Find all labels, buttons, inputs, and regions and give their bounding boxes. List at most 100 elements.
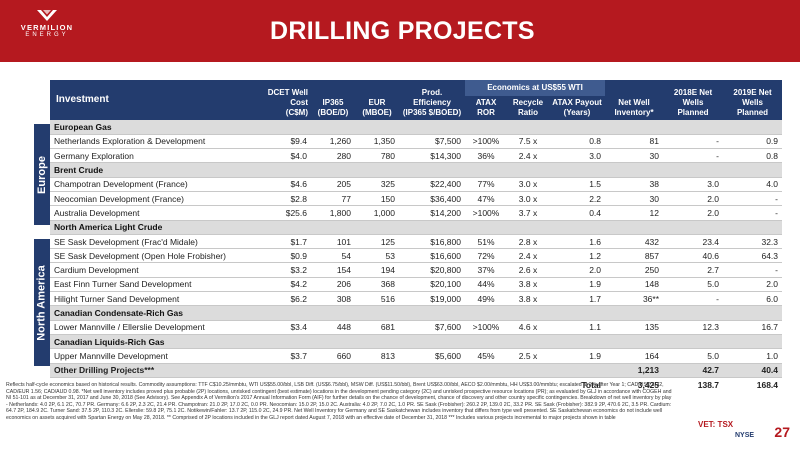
table-cell: 37% (465, 262, 507, 278)
table-cell: 150 (355, 191, 399, 207)
project-name: Other Drilling Projects*** (50, 363, 263, 378)
table-cell: $1.7 (263, 234, 311, 250)
table-cell: 2.8 x (507, 234, 549, 250)
table-cell: 2.4 x (507, 148, 549, 164)
table-cell: 3.0 (549, 148, 606, 164)
table-cell: 857 (605, 248, 664, 264)
table-cell: 5.0 (663, 277, 724, 293)
table-cell: $2.8 (263, 191, 311, 207)
table-cell: $25.6 (263, 205, 311, 221)
table-cell: $14,200 (399, 205, 465, 221)
table-cell: 36% (465, 148, 507, 164)
table-row: Cardium Development $3.2 154 194 $20,800 37% 2… (50, 262, 783, 278)
table-cell (263, 363, 311, 378)
category-row: European Gas (50, 120, 783, 135)
table-cell: - (723, 205, 783, 221)
table-cell: $22,400 (399, 177, 465, 192)
table-cell: $16,800 (399, 234, 465, 250)
category-label: North America Light Crude (50, 220, 783, 235)
table-cell: 0.9 (723, 134, 783, 150)
header-atax-payout: ATAX Payout (Years) (549, 96, 606, 120)
region-europe-text: Europe (36, 155, 48, 194)
project-name: Australia Development (50, 205, 263, 221)
table-cell: 12.3 (663, 320, 724, 335)
table-cell: 42.7 (663, 363, 724, 378)
logo-sub: ENERGY (25, 32, 69, 38)
header-atax-ror: ATAX ROR (465, 96, 507, 120)
header-ip365: IP365 (BOE/D) (311, 80, 355, 120)
table-cell (399, 363, 465, 378)
drilling-projects-table-wrap: Investment DCET Well Cost (C$M) IP365 (B… (50, 80, 783, 393)
table-cell: 1.1 (549, 320, 606, 335)
table-cell: $3.2 (263, 262, 311, 278)
table-cell: 1.2 (549, 248, 606, 264)
table-cell: 1.0 (723, 348, 783, 364)
other-projects-row: Other Drilling Projects*** 1,213 42.7 40.4 (50, 363, 783, 378)
table-cell: $20,800 (399, 262, 465, 278)
project-name: Cardium Development (50, 262, 263, 278)
table-cell: 2.6 x (507, 262, 549, 278)
table-cell: $3.4 (263, 320, 311, 335)
table-row: Upper Mannville Development $3.7 660 813 $5,… (50, 348, 783, 364)
drilling-projects-table: Investment DCET Well Cost (C$M) IP365 (B… (50, 80, 783, 393)
table-row: Champotran Development (France) $4.6 205 32… (50, 177, 783, 192)
table-cell: 0.8 (549, 134, 606, 150)
table-row: East Finn Turner Sand Development $4.2 206… (50, 277, 783, 293)
table-cell: 30 (605, 148, 664, 164)
tsx-ticker: VET: TSX (698, 420, 734, 429)
table-cell: 23.4 (663, 234, 724, 250)
table-cell: 2.0 (549, 262, 606, 278)
table-cell: $36,400 (399, 191, 465, 207)
table-cell: 1.5 (549, 177, 606, 192)
header-net-well-inventory: Net Well Inventory* (605, 80, 664, 120)
table-cell: 0.4 (549, 205, 606, 221)
project-name: SE Sask Development (Frac'd Midale) (50, 234, 263, 250)
table-cell (507, 363, 549, 378)
table-cell: 0.8 (723, 148, 783, 164)
table-cell: 448 (311, 320, 355, 335)
table-cell: 3.0 (663, 177, 724, 192)
table-cell: $4.6 (263, 177, 311, 192)
table-cell: 5.0 (663, 348, 724, 364)
table-cell: 1,800 (311, 205, 355, 221)
table-cell: $4.0 (263, 148, 311, 164)
table-cell: 54 (311, 248, 355, 264)
table-cell: 1.9 (549, 348, 606, 364)
table-cell: $14,300 (399, 148, 465, 164)
table-cell: $16,600 (399, 248, 465, 264)
table-row: Netherlands Exploration & Development $9.… (50, 134, 783, 150)
table-cell: 72% (465, 248, 507, 264)
table-cell: 3.8 x (507, 291, 549, 307)
table-row: Hilight Turner Sand Development $6.2 308 51… (50, 291, 783, 307)
table-cell: 432 (605, 234, 664, 250)
table-cell: 51% (465, 234, 507, 250)
table-cell: 45% (465, 348, 507, 364)
table-cell: 12 (605, 205, 664, 221)
project-name: Champotran Development (France) (50, 177, 263, 192)
table-cell: 780 (355, 148, 399, 164)
project-name: Hilight Turner Sand Development (50, 291, 263, 307)
category-row: Canadian Condensate-Rich Gas (50, 305, 783, 321)
table-cell: 1,000 (355, 205, 399, 221)
table-cell: 6.0 (723, 291, 783, 307)
table-cell (311, 363, 355, 378)
table-cell: >100% (465, 320, 507, 335)
table-cell: 2.0 (663, 191, 724, 207)
table-cell: 4.6 x (507, 320, 549, 335)
header-2019-wells: 2019E Net Wells Planned (723, 80, 783, 120)
table-cell: 47% (465, 191, 507, 207)
table-cell: 205 (311, 177, 355, 192)
table-cell: 7.5 x (507, 134, 549, 150)
table-cell: 1.9 (549, 277, 606, 293)
table-cell: 1,260 (311, 134, 355, 150)
header-dcet: DCET Well Cost (C$M) (263, 80, 311, 120)
table-cell: 1.7 (549, 291, 606, 307)
table-cell: 49% (465, 291, 507, 307)
table-cell: 2.0 (663, 205, 724, 221)
project-name: Upper Mannville Development (50, 348, 263, 364)
project-name: East Finn Turner Sand Development (50, 277, 263, 293)
table-cell: 135 (605, 320, 664, 335)
category-row: Canadian Liquids-Rich Gas (50, 334, 783, 350)
project-name: SE Sask Development (Open Hole Frobisher… (50, 248, 263, 264)
page-number: 27 (774, 424, 790, 440)
